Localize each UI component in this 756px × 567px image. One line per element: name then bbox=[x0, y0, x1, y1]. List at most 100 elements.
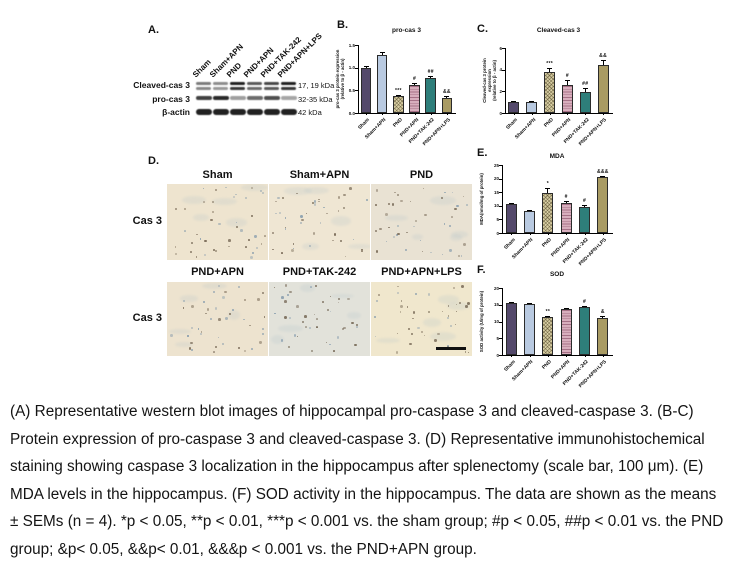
stained-cell bbox=[182, 299, 186, 302]
scale-bar bbox=[436, 347, 466, 350]
stained-cell bbox=[195, 255, 198, 258]
y-tick bbox=[499, 321, 502, 323]
stained-cell bbox=[376, 299, 379, 302]
stained-cell bbox=[222, 296, 225, 300]
stained-cell bbox=[249, 255, 253, 259]
stained-cell bbox=[452, 192, 454, 194]
stained-cell bbox=[428, 293, 431, 296]
tissue-texture bbox=[240, 184, 268, 192]
stained-cell bbox=[355, 324, 358, 327]
stained-cell bbox=[326, 342, 328, 344]
stained-cell bbox=[291, 249, 294, 253]
stained-cell bbox=[233, 196, 236, 199]
stained-cell bbox=[231, 308, 235, 312]
y-tick bbox=[499, 304, 502, 306]
protein-label: β-actin bbox=[162, 106, 190, 117]
x-tick bbox=[513, 113, 515, 115]
stained-cell bbox=[170, 334, 173, 337]
stained-cell bbox=[454, 207, 457, 211]
panel-a-label: A. bbox=[148, 24, 159, 36]
stained-cell bbox=[319, 221, 322, 224]
stained-cell bbox=[202, 187, 205, 190]
stained-cell bbox=[212, 201, 215, 204]
ihc-panel: Cas 3 Sham Sham+APN PND Cas 3 PND+APN PND+TAK-… bbox=[128, 154, 478, 366]
stained-cell bbox=[274, 312, 276, 315]
significance-label: && bbox=[442, 89, 451, 96]
error-bar-cap bbox=[363, 66, 369, 68]
y-tick bbox=[502, 91, 505, 93]
bar-PND+APN bbox=[409, 84, 420, 113]
stained-cell bbox=[451, 216, 454, 218]
stained-cell bbox=[397, 286, 399, 288]
stained-cell bbox=[414, 219, 417, 222]
error-bar bbox=[549, 68, 551, 72]
y-tick bbox=[355, 45, 358, 46]
x-axis bbox=[358, 113, 456, 114]
ihc-column-label: PND+APN+LPS bbox=[381, 266, 462, 278]
error-bar-cap bbox=[600, 60, 606, 62]
stained-cell bbox=[281, 339, 284, 342]
stained-cell bbox=[391, 203, 395, 206]
stained-cell bbox=[182, 307, 185, 309]
stained-cell bbox=[375, 250, 379, 253]
y-tick-label: 0.5 bbox=[348, 87, 355, 93]
stained-cell bbox=[212, 351, 215, 353]
stained-cell bbox=[397, 233, 400, 236]
stained-cell bbox=[419, 239, 422, 241]
bar-PND+TAK-242 bbox=[425, 77, 436, 113]
stained-cell bbox=[296, 193, 298, 195]
error-bar-cap bbox=[395, 94, 401, 96]
y-tick bbox=[499, 288, 502, 289]
x-tick-label: PND bbox=[543, 117, 555, 129]
stained-cell bbox=[449, 325, 453, 328]
stained-cell bbox=[200, 331, 203, 333]
x-tick bbox=[547, 233, 549, 235]
stained-cell bbox=[388, 226, 390, 229]
error-bar-cap bbox=[412, 82, 418, 84]
blot-band bbox=[281, 95, 297, 101]
kda-label: 32-35 kDa bbox=[298, 94, 333, 104]
blot-band bbox=[196, 95, 212, 101]
significance-label: * bbox=[546, 181, 549, 188]
significance-label: # bbox=[565, 72, 569, 79]
stained-cell bbox=[399, 311, 402, 313]
blot-band bbox=[264, 95, 280, 101]
stained-cell bbox=[344, 255, 347, 258]
error-bar-cap bbox=[545, 316, 551, 318]
stained-cell bbox=[184, 230, 186, 233]
caption-line-4: MDA levels in the hippocampus. (F) SOD a… bbox=[10, 485, 717, 503]
stained-cell bbox=[413, 225, 415, 228]
panel-d-label: D. bbox=[148, 155, 159, 167]
stained-cell bbox=[273, 286, 276, 289]
tissue-texture bbox=[330, 293, 355, 299]
stained-cell bbox=[447, 315, 450, 317]
stained-cell bbox=[225, 317, 228, 321]
stained-cell bbox=[281, 196, 284, 200]
stained-cell bbox=[407, 327, 410, 330]
stained-cell bbox=[284, 228, 287, 230]
error-bar-cap bbox=[511, 100, 517, 102]
stained-cell bbox=[375, 189, 379, 192]
stained-cell bbox=[447, 305, 450, 307]
y-tick bbox=[355, 113, 358, 114]
y-tick bbox=[355, 90, 358, 92]
stained-cell bbox=[449, 224, 451, 227]
ihc-column-label: PND bbox=[409, 169, 434, 181]
bar-Sham+APN bbox=[526, 102, 538, 113]
stained-cell bbox=[289, 290, 292, 293]
stained-cell bbox=[278, 212, 281, 214]
stained-cell bbox=[281, 295, 284, 299]
stained-cell bbox=[356, 325, 359, 328]
stained-cell bbox=[312, 202, 315, 205]
y-axis bbox=[358, 45, 359, 114]
bar-Sham+APN bbox=[524, 303, 535, 355]
y-tick bbox=[499, 192, 502, 194]
stained-cell bbox=[206, 308, 210, 311]
bar-Sham bbox=[508, 102, 520, 113]
y-tick-label: 25 bbox=[493, 162, 499, 168]
stained-cell bbox=[175, 252, 178, 255]
stained-cell bbox=[343, 326, 346, 329]
error-bar-cap bbox=[563, 307, 569, 309]
stained-cell bbox=[353, 238, 355, 240]
stained-cell bbox=[410, 332, 413, 335]
